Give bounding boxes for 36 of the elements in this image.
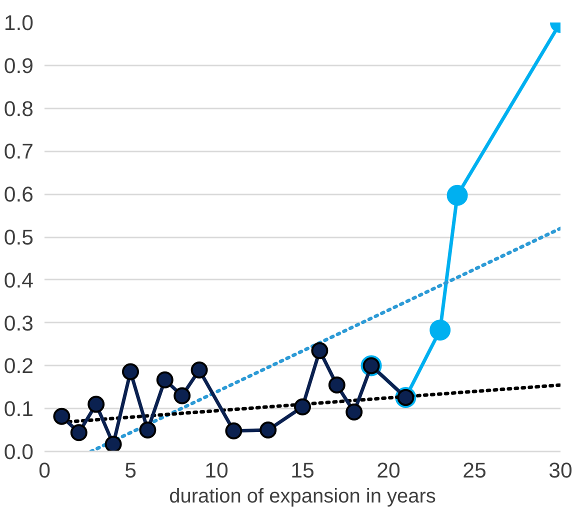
x-tick-label: 20: [376, 458, 400, 482]
point: [156, 371, 174, 388]
point: [70, 424, 88, 442]
point: [328, 376, 346, 394]
y-tick-label: 0.6: [4, 182, 34, 207]
x-tick-label: 0: [38, 458, 51, 482]
y-tick-label: 0.4: [4, 268, 34, 292]
point: [139, 422, 156, 439]
x-tick-label: 10: [204, 458, 228, 482]
y-tick-label: 0.1: [4, 397, 34, 422]
point: [88, 396, 105, 413]
y-tick-label: 0.0: [4, 440, 34, 464]
y-tick-label: 0.8: [4, 96, 34, 121]
y-tick-label: 0.5: [4, 226, 34, 250]
x-tick-label: 25: [462, 458, 486, 482]
y-tick-label: 0.7: [4, 140, 34, 164]
point: [260, 422, 277, 439]
y-tick-label: 0.3: [4, 311, 34, 336]
point: [122, 363, 139, 380]
x-tick-label: 5: [124, 458, 136, 482]
point: [311, 342, 328, 360]
x-tick-label: 30: [548, 458, 572, 482]
y-tick-label: 0.9: [4, 54, 34, 78]
x-tick-label: 15: [290, 458, 314, 482]
point: [174, 387, 191, 404]
y-tick-label: 0.2: [4, 354, 34, 378]
point: [430, 320, 451, 341]
point: [225, 422, 242, 440]
point: [104, 436, 122, 452]
point: [53, 408, 70, 425]
y-tick-label: 1.0: [4, 11, 34, 35]
point: [346, 404, 363, 421]
point: [190, 362, 208, 378]
x-axis-title: duration of expansion in years: [169, 486, 436, 508]
point: [294, 398, 311, 416]
point: [446, 184, 468, 206]
